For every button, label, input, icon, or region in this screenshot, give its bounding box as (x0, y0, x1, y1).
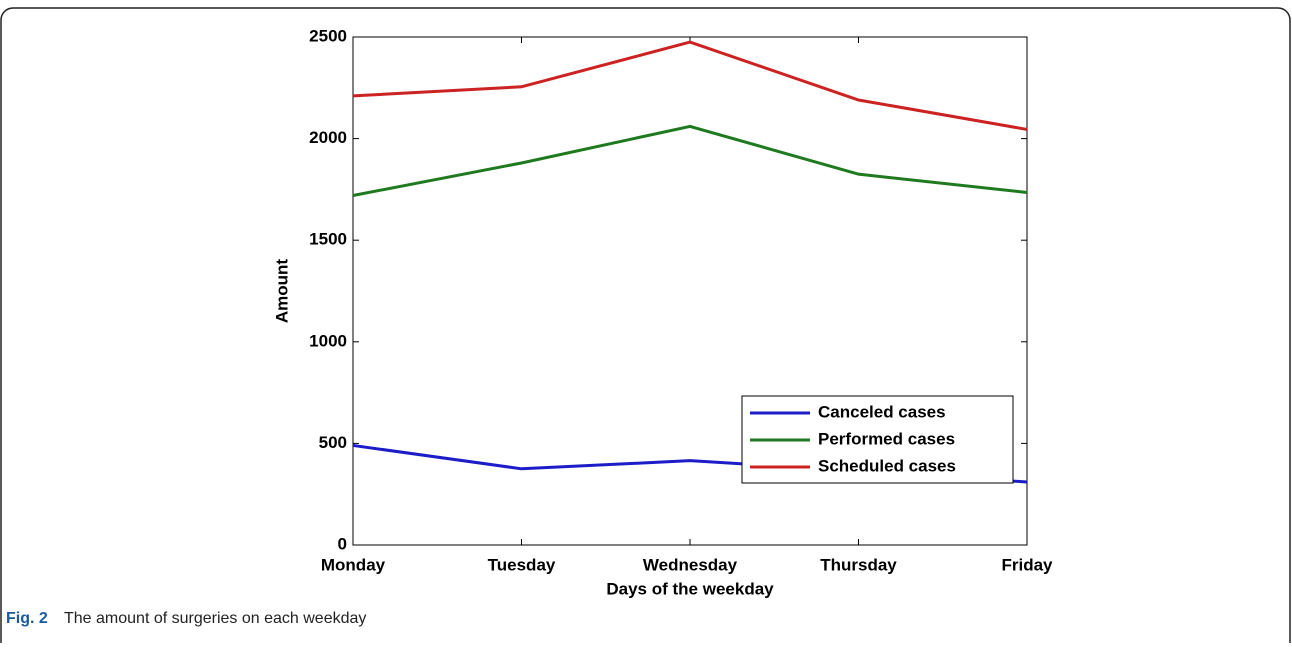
x-tick-label: Wednesday (643, 555, 738, 574)
x-tick-label: Monday (321, 555, 386, 574)
y-tick-label: 2000 (309, 128, 347, 147)
y-tick-label: 500 (319, 433, 347, 452)
caption-label: Fig. 2 (6, 610, 48, 627)
legend-label: Canceled cases (818, 402, 946, 421)
x-axis-label: Days of the weekday (606, 579, 774, 598)
figure-frame (0, 7, 1291, 648)
y-tick-label: 0 (338, 534, 347, 553)
legend-label: Performed cases (818, 429, 955, 448)
series-line (352, 124, 1028, 197)
legend-label: Scheduled cases (818, 456, 956, 475)
x-tick-label: Tuesday (488, 555, 556, 574)
caption: The amount of surgeries on each weekday (64, 610, 366, 627)
y-tick-label: 1000 (309, 331, 347, 350)
y-tick-label: 1500 (309, 230, 347, 249)
y-tick-label: 2500 (309, 26, 347, 45)
x-tick-label: Thursday (820, 555, 897, 574)
x-tick-label: Friday (1001, 555, 1053, 574)
y-axis-label: Amount (272, 259, 291, 324)
series-line (352, 40, 1028, 131)
